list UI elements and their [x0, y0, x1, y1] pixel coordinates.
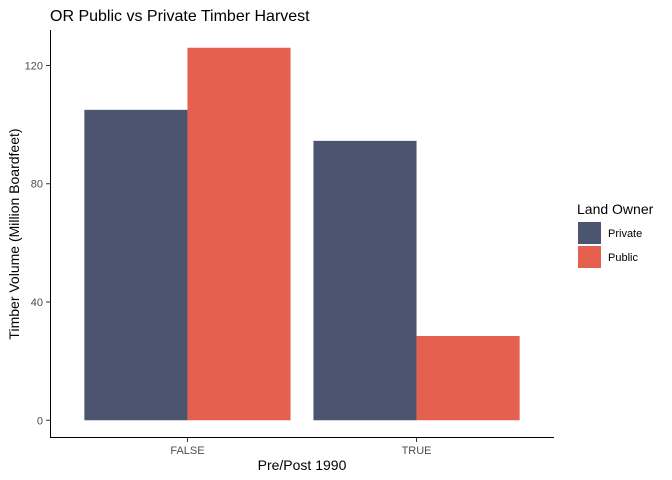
x-tick-label: FALSE: [170, 445, 204, 457]
legend: Land Owner Private Public: [577, 201, 654, 268]
bar-public-true: [416, 336, 520, 421]
y-tick-label: 0: [37, 415, 43, 427]
legend-swatch-private: [578, 222, 601, 244]
plot-area: [84, 47, 520, 421]
y-tick-label: 120: [25, 60, 43, 72]
legend-title: Land Owner: [577, 201, 654, 217]
legend-label-private: Private: [608, 228, 642, 240]
chart-title: OR Public vs Private Timber Harvest: [50, 8, 310, 25]
bar-public-false: [187, 47, 291, 421]
x-axis-ticks: FALSE TRUE: [170, 438, 432, 457]
y-tick-label: 40: [31, 297, 43, 309]
y-axis-title: Timber Volume (Million Boardfeet): [6, 128, 22, 339]
y-tick-label: 80: [31, 179, 43, 191]
x-tick-label: TRUE: [402, 445, 432, 457]
x-axis-title: Pre/Post 1990: [258, 457, 347, 473]
bar-private-true: [313, 140, 417, 421]
bar-private-false: [84, 109, 188, 421]
y-axis-ticks: 0 40 80 120: [25, 60, 50, 427]
legend-label-public: Public: [608, 252, 638, 264]
legend-swatch-public: [578, 246, 601, 268]
